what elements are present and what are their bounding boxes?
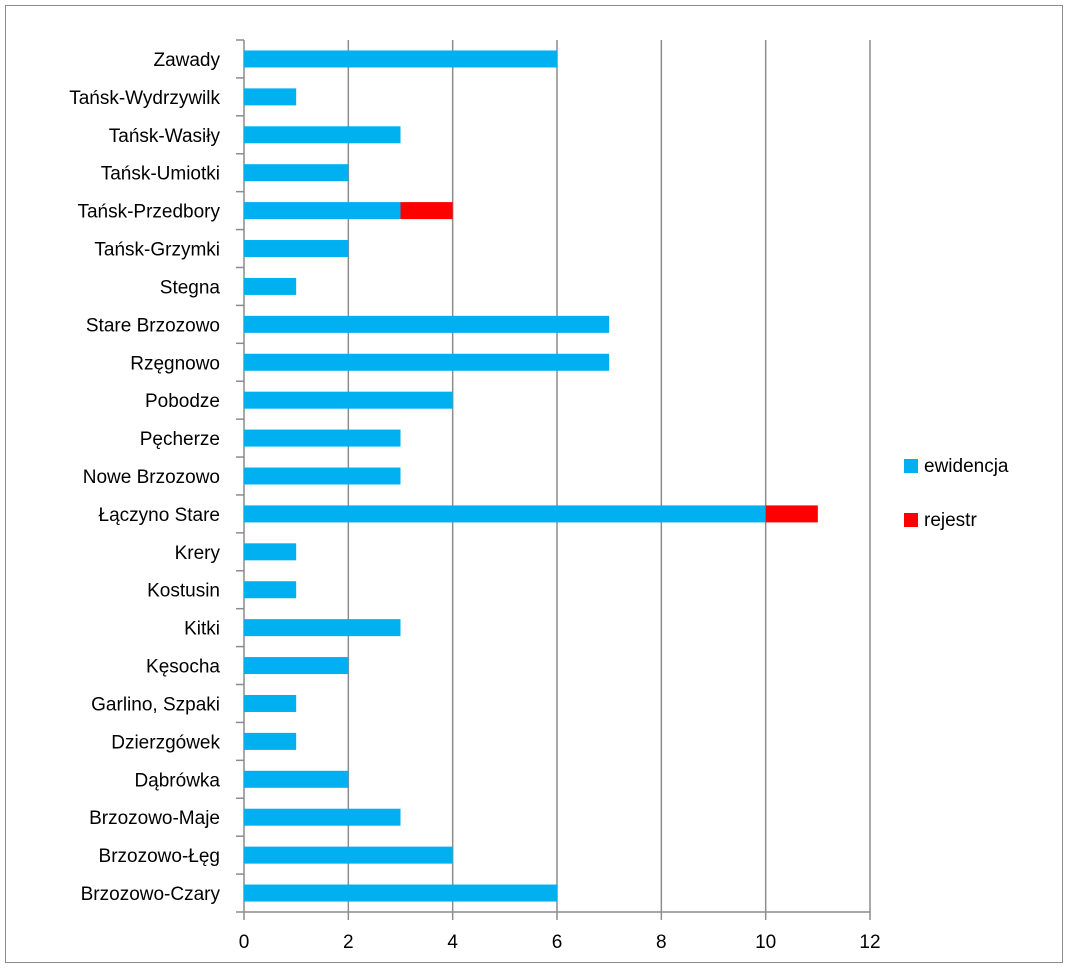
bar-ewidencja bbox=[244, 202, 401, 220]
x-tick-label: 4 bbox=[447, 932, 458, 953]
x-tick-label: 6 bbox=[552, 932, 563, 953]
bar-ewidencja bbox=[244, 315, 610, 333]
legend-label: ewidencja bbox=[924, 456, 1009, 477]
category-label: Brzozowo-Łęg bbox=[99, 846, 220, 867]
category-label: Pęcherze bbox=[140, 429, 220, 450]
bar-ewidencja bbox=[244, 505, 766, 523]
category-label: Kęsocha bbox=[146, 657, 220, 678]
category-label: Łączyno Stare bbox=[99, 505, 220, 526]
category-label: Stare Brzozowo bbox=[86, 315, 220, 336]
bar-ewidencja bbox=[244, 694, 297, 712]
category-label: Kostusin bbox=[147, 581, 220, 602]
category-label: Tańsk-Grzymki bbox=[94, 240, 220, 261]
category-label: Zawady bbox=[153, 50, 220, 71]
bar-ewidencja bbox=[244, 770, 349, 788]
bar-ewidencja bbox=[244, 240, 349, 258]
bar-ewidencja bbox=[244, 581, 297, 599]
category-label: Tańsk-Wasiły bbox=[109, 126, 221, 147]
category-label: Rzęgnowo bbox=[130, 353, 220, 374]
bar-ewidencja bbox=[244, 50, 557, 68]
category-label: Dąbrówka bbox=[134, 770, 220, 791]
category-label: Tańsk-Przedbory bbox=[77, 202, 220, 223]
bar-ewidencja bbox=[244, 277, 297, 295]
bar-ewidencja bbox=[244, 657, 349, 675]
legend-swatch bbox=[904, 513, 918, 527]
bar-ewidencja bbox=[244, 543, 297, 561]
bar-ewidencja bbox=[244, 391, 453, 409]
x-tick-label: 10 bbox=[755, 932, 776, 953]
bar-ewidencja bbox=[244, 88, 297, 106]
bar-ewidencja bbox=[244, 732, 297, 750]
bar-rejestr bbox=[765, 505, 818, 523]
bar-ewidencja bbox=[244, 429, 401, 447]
category-label: Brzozowo-Maje bbox=[89, 808, 220, 829]
chart-frame bbox=[5, 5, 1063, 963]
bar-ewidencja bbox=[244, 884, 557, 902]
legend-swatch bbox=[904, 459, 918, 473]
x-tick-label: 0 bbox=[239, 932, 250, 953]
bar-ewidencja bbox=[244, 164, 349, 182]
category-label: Pobodze bbox=[145, 391, 220, 412]
category-label: Dzierzgówek bbox=[111, 732, 220, 753]
category-label: Garlino, Szpaki bbox=[91, 694, 220, 715]
category-label: Brzozowo-Czary bbox=[81, 884, 221, 905]
x-tick-label: 2 bbox=[343, 932, 354, 953]
category-label: Tańsk-Wydrzywilk bbox=[69, 88, 220, 109]
category-label: Tańsk-Umiotki bbox=[101, 164, 220, 185]
x-tick-label: 8 bbox=[656, 932, 667, 953]
bar-ewidencja bbox=[244, 467, 401, 485]
category-label: Stegna bbox=[160, 277, 221, 298]
bar-ewidencja bbox=[244, 126, 401, 144]
bar-ewidencja bbox=[244, 808, 401, 826]
x-tick-label: 12 bbox=[859, 932, 880, 953]
bar-ewidencja bbox=[244, 353, 610, 371]
bar-ewidencja bbox=[244, 619, 401, 637]
bar-ewidencja bbox=[244, 846, 453, 864]
category-label: Nowe Brzozowo bbox=[83, 467, 220, 488]
bar-rejestr bbox=[400, 202, 453, 220]
category-label: Kitki bbox=[184, 619, 220, 640]
category-label: Krery bbox=[175, 543, 221, 564]
legend-label: rejestr bbox=[924, 510, 977, 531]
